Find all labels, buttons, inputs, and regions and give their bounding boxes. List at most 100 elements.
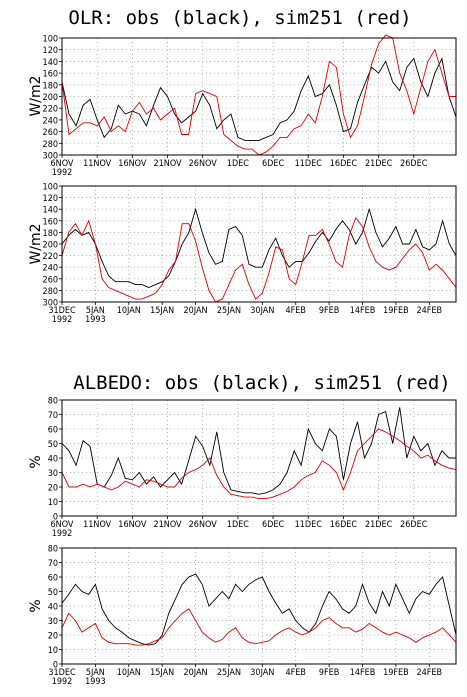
x-tick-label: 31DEC <box>48 668 76 678</box>
y-tick-label: 10 <box>48 498 58 508</box>
x-tick-label: 15JAN <box>150 306 174 316</box>
x-tick-year-label: 1992 <box>52 168 73 178</box>
x-tick-label: 6NOV <box>51 159 74 169</box>
x-tick-label: 19FEB <box>383 306 409 316</box>
obs-series-line <box>61 207 457 288</box>
y-axis-label: % <box>28 455 44 468</box>
y-tick-label: 0 <box>53 513 58 523</box>
y-tick-label: 10 <box>48 646 58 656</box>
x-tick-label: 16NOV <box>118 520 147 530</box>
y-tick-label: 200 <box>43 241 58 251</box>
sim251-series-line <box>61 216 457 303</box>
y-tick-label: 140 <box>43 206 58 216</box>
x-tick-label: 16DEC <box>330 520 358 530</box>
y-tick-label: 120 <box>43 46 58 56</box>
y-tick-label: 70 <box>48 411 58 421</box>
x-tick-label: 5JAN <box>86 668 105 678</box>
y-tick-label: 40 <box>48 603 58 613</box>
x-tick-label: 14FEB <box>350 668 376 678</box>
x-tick-label: 26NOV <box>189 159 218 169</box>
y-tick-label: 60 <box>48 426 58 436</box>
x-tick-year-label: 1992 <box>52 529 73 539</box>
sim251-series-line <box>61 428 457 500</box>
y-tick-label: 240 <box>43 116 58 126</box>
x-tick-label: 30JAN <box>250 306 274 316</box>
x-tick-label: 31DEC <box>48 306 76 316</box>
y-tick-label: 30 <box>48 469 58 479</box>
x-tick-label: 11NOV <box>83 520 112 530</box>
y-tick-label: 260 <box>43 128 58 138</box>
y-tick-label: 280 <box>43 140 58 150</box>
y-tick-label: 160 <box>43 70 58 80</box>
x-tick-label: 16NOV <box>118 159 147 169</box>
x-tick-label: 6DEC <box>262 159 285 169</box>
x-tick-label: 20JAN <box>183 306 207 316</box>
x-tick-label: 11DEC <box>295 520 323 530</box>
sim251-series-line <box>61 34 456 156</box>
x-tick-label: 24FEB <box>416 306 442 316</box>
x-tick-label: 26DEC <box>400 159 428 169</box>
x-tick-label: 24FEB <box>416 668 442 678</box>
x-tick-label: 16DEC <box>330 159 358 169</box>
x-tick-label: 1DEC <box>227 159 250 169</box>
x-tick-label: 5JAN <box>86 306 105 316</box>
x-tick-label: 4FEB <box>285 668 305 678</box>
obs-series-line <box>61 407 456 495</box>
x-tick-year-label: 1993 <box>85 677 106 687</box>
x-tick-label: 25JAN <box>217 306 241 316</box>
y-tick-label: 80 <box>48 397 58 407</box>
y-tick-label: 100 <box>43 183 58 193</box>
y-tick-label: 0 <box>53 661 58 671</box>
y-tick-label: 260 <box>43 275 58 285</box>
x-tick-label: 9FEB <box>319 668 339 678</box>
sim251-series-line <box>61 608 457 646</box>
x-tick-label: 6DEC <box>262 520 285 530</box>
x-tick-label: 10JAN <box>117 668 141 678</box>
y-tick-label: 180 <box>43 81 58 91</box>
y-tick-label: 220 <box>43 252 58 262</box>
x-tick-label: 21DEC <box>365 159 393 169</box>
x-tick-label: 26NOV <box>189 520 218 530</box>
y-tick-label: 300 <box>43 299 58 309</box>
y-tick-label: 20 <box>48 632 58 642</box>
obs-series-line <box>61 57 457 141</box>
y-tick-label: 140 <box>43 58 58 68</box>
x-tick-label: 21NOV <box>153 159 182 169</box>
y-tick-label: 50 <box>48 588 58 598</box>
y-tick-label: 20 <box>48 484 58 494</box>
y-tick-label: 40 <box>48 455 58 465</box>
y-tick-label: 180 <box>43 229 58 239</box>
y-axis-label: W/m2 <box>28 75 44 116</box>
x-tick-year-label: 1992 <box>52 677 73 687</box>
y-tick-label: 80 <box>48 545 58 555</box>
x-tick-label: 4FEB <box>285 306 305 316</box>
x-tick-label: 25JAN <box>217 668 241 678</box>
x-tick-label: 30JAN <box>250 668 274 678</box>
x-tick-label: 21NOV <box>153 520 182 530</box>
x-tick-label: 1DEC <box>227 520 250 530</box>
y-tick-label: 120 <box>43 194 58 204</box>
x-tick-year-label: 1993 <box>85 315 106 325</box>
y-tick-label: 160 <box>43 217 58 227</box>
y-tick-label: 280 <box>43 287 58 297</box>
olr-dec-feb-panel: 10012014016018020022024026028030031DEC19… <box>28 183 457 325</box>
x-tick-label: 9FEB <box>319 306 339 316</box>
x-tick-label: 21DEC <box>365 520 393 530</box>
y-tick-label: 200 <box>43 93 58 103</box>
albedo-title: ALBEDO: obs (black), sim251 (red) <box>73 372 451 394</box>
y-tick-label: 300 <box>43 152 58 162</box>
y-tick-label: 240 <box>43 264 58 274</box>
x-tick-year-label: 1992 <box>52 315 73 325</box>
x-tick-label: 15JAN <box>150 668 174 678</box>
y-tick-label: 30 <box>48 617 58 627</box>
y-tick-label: 50 <box>48 440 58 450</box>
x-tick-label: 10JAN <box>117 306 141 316</box>
y-tick-label: 100 <box>43 35 58 45</box>
x-tick-label: 14FEB <box>350 306 376 316</box>
y-axis-label: % <box>28 599 44 612</box>
x-tick-label: 20JAN <box>183 668 207 678</box>
olr-title: OLR: obs (black), sim251 (red) <box>68 7 411 29</box>
